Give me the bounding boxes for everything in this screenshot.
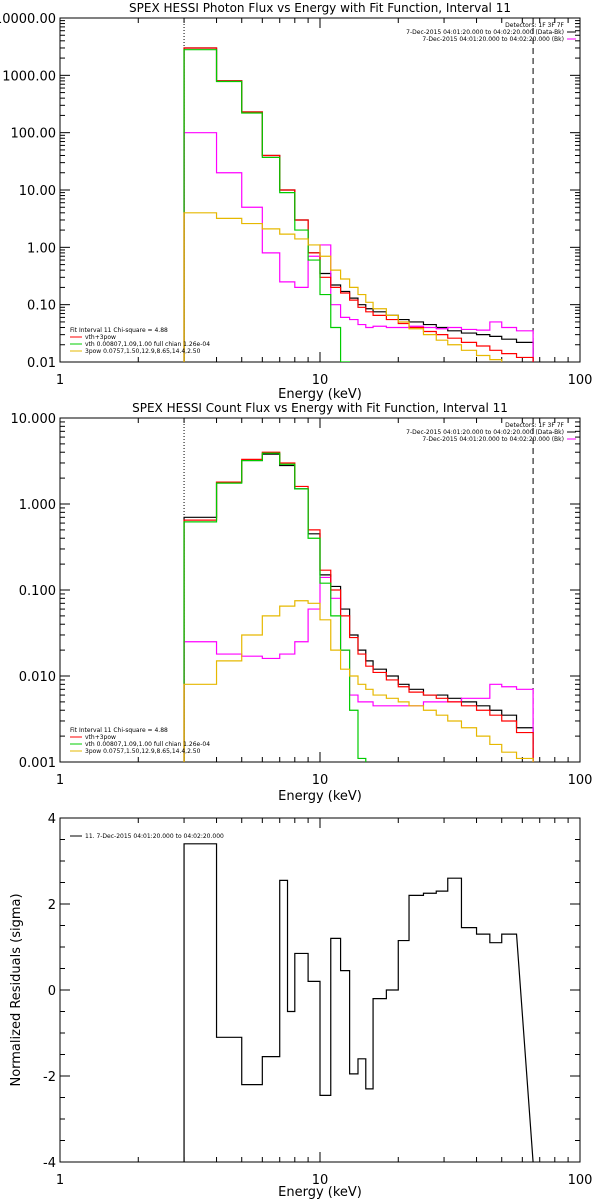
series-line-5 [183,600,534,762]
chart-title: SPEX HESSI Count Flux vs Energy with Fit… [132,401,508,415]
series-group [183,843,534,1162]
series-group [183,451,534,762]
annotation-text: Detectors: 1F 3F 7F [505,22,564,29]
y-tick-label: 0.10 [27,299,56,314]
x-tick-label: 1 [56,1173,64,1188]
chart-title: SPEX HESSI Photon Flux vs Energy with Fi… [129,1,511,15]
legend-heading: Fit Interval 11 Chi-square = 4.88 [70,727,168,734]
legend-entry: 11. 7-Dec-2015 04:01:20.000 to 04:02:20.… [85,833,224,840]
y-tick-label: 10.000 [11,412,57,427]
legend-entry: 3pow 0.0757,1.50,12.9,8.65,14.4,2.50 [85,348,201,355]
plot-frame [59,17,581,363]
y-tick-label: 0.010 [19,670,56,685]
annotation-text: 7-Dec-2015 04:01:20.000 to 04:02:20.000 … [406,429,564,436]
x-tick-label: 10 [312,373,329,388]
chart-panel-1: SPEX HESSI Photon Flux vs Energy with Fi… [0,1,592,402]
annotation-text: 7-Dec-2015 04:01:20.000 to 04:02:20.000 … [422,36,564,43]
legend-entry: vth 0.00807,1.09,1.00 full chian 1.26e-0… [85,741,210,748]
y-tick-label: 1000.00 [2,69,56,84]
series-line-3 [183,47,534,362]
chart-panel-3: 1 10 100 Energy (keV) -4 -2 0 2 4 Normalized Resi… [9,812,592,1200]
y-tick-label: -4 [43,1156,56,1171]
legend-entry: vth 0.00807,1.09,1.00 full chian 1.26e-0… [85,341,210,348]
series-line-4 [183,452,534,762]
x-tick-label: 1 [56,773,64,788]
y-tick-label: 4 [48,812,56,827]
y-tick-label: 0.100 [19,584,56,599]
y-tick-label: 10000.00 [0,12,56,27]
x-tick-label: 10 [312,1173,329,1188]
y-tick-label: 0.01 [27,356,56,371]
x-tick-label: 100 [568,373,593,388]
x-tick-label: 1 [56,373,64,388]
y-tick-label: -2 [43,1070,56,1085]
y-tick-label: 10.00 [19,184,56,199]
series-line-1 [183,843,534,1162]
y-axis-label: Normalized Residuals (sigma) [9,893,24,1086]
y-tick-label: 2 [48,898,56,913]
annotation-text: Detectors: 1F 3F 7F [505,422,564,429]
chart-panel-2: SPEX HESSI Count Flux vs Energy with Fit… [11,401,593,804]
series-line-4 [183,49,534,362]
series-line-2 [183,132,534,362]
annotation-text: 7-Dec-2015 04:01:20.000 to 04:02:20.000 … [422,436,564,443]
legend-heading: Fit Interval 11 Chi-square = 4.88 [70,327,168,334]
x-tick-label: 10 [312,773,329,788]
y-tick-label: 1.00 [27,241,56,256]
y-tick-label: 0 [48,984,56,999]
x-axis-label: Energy (keV) [278,1185,362,1200]
series-group [183,47,534,362]
x-axis-label: Energy (keV) [278,387,362,402]
x-axis-label: Energy (keV) [278,789,362,804]
y-tick-label: 1.000 [19,498,56,513]
x-tick-label: 100 [568,1173,593,1188]
legend-entry: vth+3pow [85,734,116,741]
legend-entry: vth+3pow [85,334,116,341]
annotation-text: 7-Dec-2015 04:01:20.000 to 04:02:20.000 … [406,29,564,36]
series-line-2 [183,576,534,762]
series-line-5 [183,212,534,362]
series-line-1 [183,47,534,362]
y-tick-label: 100.00 [11,127,57,142]
y-tick-label: 0.001 [19,756,56,771]
legend-entry: 3pow 0.0757,1.50,12.9,8.65,14.4,2.50 [85,748,201,755]
x-tick-label: 100 [568,773,593,788]
